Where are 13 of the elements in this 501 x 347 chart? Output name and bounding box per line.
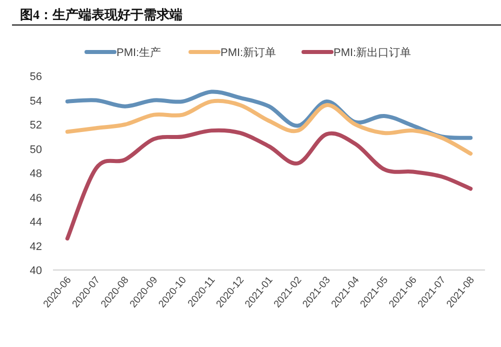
- y-tick-label: 46: [30, 192, 42, 204]
- legend-label: PMI:新订单: [220, 46, 276, 59]
- chart-title: 图4：生产端表现好于需求端: [20, 7, 182, 22]
- y-tick-label: 56: [30, 71, 42, 83]
- legend-label: PMI:新出口订单: [334, 46, 412, 59]
- y-tick-label: 40: [30, 265, 42, 277]
- legend-label: PMI:生产: [116, 46, 162, 59]
- y-tick-label: 48: [30, 168, 42, 180]
- y-tick-label: 50: [30, 144, 42, 156]
- y-tick-label: 52: [30, 120, 42, 132]
- y-tick-label: 54: [30, 95, 42, 108]
- y-tick-label: 42: [30, 240, 42, 253]
- y-tick-label: 44: [30, 216, 42, 228]
